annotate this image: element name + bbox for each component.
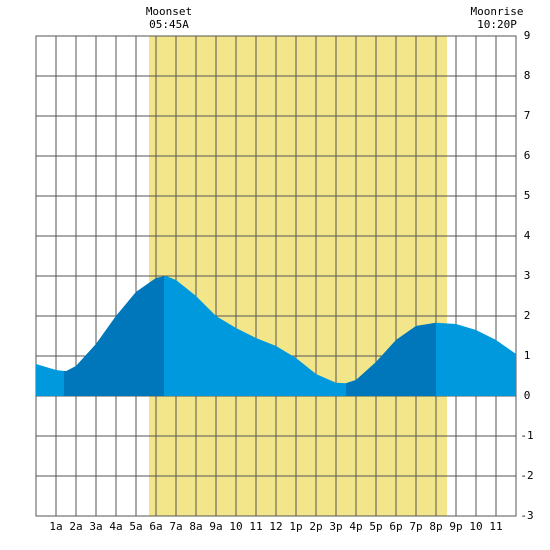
x-tick-label: 4p bbox=[349, 520, 362, 533]
y-tick-label: 0 bbox=[524, 389, 531, 402]
y-tick-label: 2 bbox=[524, 309, 531, 322]
x-tick-label: 3a bbox=[89, 520, 102, 533]
rising-tide-area bbox=[346, 322, 436, 396]
y-tick-label: 3 bbox=[524, 269, 531, 282]
x-tick-label: 7a bbox=[169, 520, 182, 533]
y-tick-label: 6 bbox=[524, 149, 531, 162]
y-tick-label: 4 bbox=[524, 229, 531, 242]
x-tick-label: 5p bbox=[369, 520, 382, 533]
x-tick-label: 8a bbox=[189, 520, 202, 533]
x-tick-label: 6a bbox=[149, 520, 162, 533]
y-tick-label: 9 bbox=[524, 29, 531, 42]
y-tick-label: 7 bbox=[524, 109, 531, 122]
x-tick-label: 10 bbox=[469, 520, 482, 533]
x-tick-label: 1p bbox=[289, 520, 302, 533]
x-tick-label: 12 bbox=[269, 520, 282, 533]
event-time: 10:20P bbox=[477, 18, 517, 31]
y-tick-label: 1 bbox=[524, 349, 531, 362]
event-label: Moonrise bbox=[471, 5, 524, 18]
x-tick-label: 4a bbox=[109, 520, 122, 533]
rising-tide-area bbox=[64, 276, 164, 396]
x-tick-label: 8p bbox=[429, 520, 442, 533]
y-tick-label: -2 bbox=[520, 469, 533, 482]
event-time: 05:45A bbox=[149, 18, 189, 31]
event-label: Moonset bbox=[146, 5, 192, 18]
y-tick-label: 5 bbox=[524, 189, 531, 202]
x-tick-label: 11 bbox=[489, 520, 502, 533]
x-tick-label: 5a bbox=[129, 520, 142, 533]
x-tick-label: 9p bbox=[449, 520, 462, 533]
x-tick-label: 2a bbox=[69, 520, 82, 533]
x-tick-label: 7p bbox=[409, 520, 422, 533]
x-tick-label: 6p bbox=[389, 520, 402, 533]
x-tick-label: 11 bbox=[249, 520, 262, 533]
y-tick-label: 8 bbox=[524, 69, 531, 82]
x-tick-label: 1a bbox=[49, 520, 62, 533]
y-tick-label: -3 bbox=[520, 509, 533, 522]
x-tick-label: 9a bbox=[209, 520, 222, 533]
x-tick-label: 2p bbox=[309, 520, 322, 533]
x-tick-label: 10 bbox=[229, 520, 242, 533]
y-tick-label: -1 bbox=[520, 429, 533, 442]
x-tick-label: 3p bbox=[329, 520, 342, 533]
plot-frame bbox=[35, 35, 517, 517]
